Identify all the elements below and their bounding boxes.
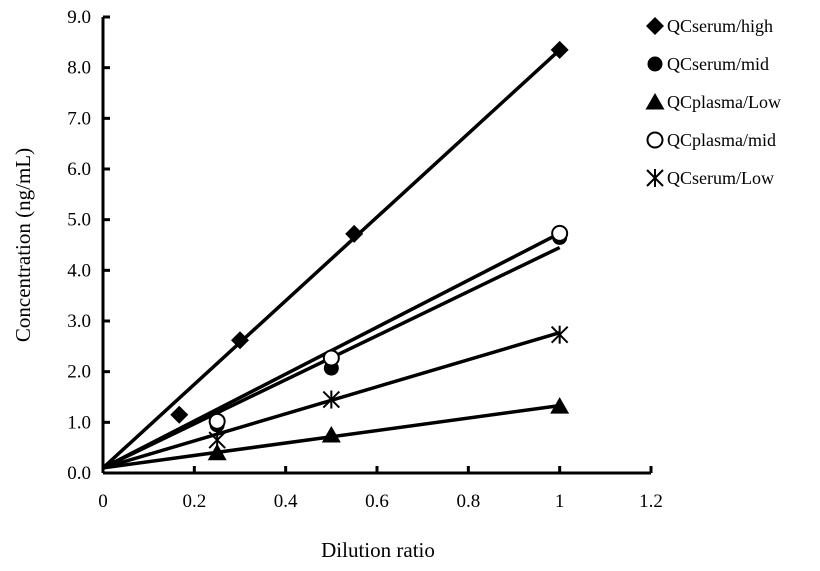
axes: 0.0 1.0 2.0 3.0 4.0 5.0 6.0 7.0 8.0 9.0 0 0.2 0.4 0.6… [67, 7, 663, 512]
point-series-4-1 [322, 390, 341, 409]
x-tick-label: 0.8 [456, 491, 480, 512]
point-series-0-3 [550, 40, 569, 59]
point-series-4-0 [208, 431, 226, 450]
y-tick-label: 0.0 [67, 463, 91, 484]
x-tick-label: 0.4 [274, 491, 298, 512]
y-tick-label: 3.0 [67, 311, 91, 332]
y-tick-label: 2.0 [67, 362, 91, 383]
point-series-3-0 [208, 412, 226, 430]
legend-item-0: QCserum/high [646, 16, 773, 36]
data-markers [170, 40, 570, 461]
x-axis-title: Dilution ratio [321, 538, 435, 562]
point-series-3-2 [551, 224, 569, 242]
point-series-2-1 [321, 426, 341, 443]
legend-label-1: QCserum/mid [667, 54, 769, 74]
y-axis-title: Concentration (ng/mL) [11, 148, 35, 342]
y-tick-label: 6.0 [67, 159, 91, 180]
x-tick-label: 0.6 [365, 491, 389, 512]
point-series-0-1 [231, 331, 249, 350]
x-tick-label: 1.2 [639, 491, 663, 512]
point-series-3-1 [322, 349, 340, 367]
y-tick-label: 5.0 [67, 210, 91, 231]
y-tick-label: 4.0 [67, 260, 91, 281]
legend-item-1: QCserum/mid [647, 54, 769, 74]
y-tick-label: 9.0 [67, 7, 91, 28]
legend: QCserum/high QCserum/mid QCplasma/Low QCpla… [645, 16, 781, 188]
y-tick-label: 1.0 [67, 412, 91, 433]
y-tick-label: 8.0 [67, 58, 91, 79]
legend-item-4: QCserum/Low [646, 168, 774, 188]
legend-item-2: QCplasma/Low [645, 92, 781, 112]
y-tick-label: 7.0 [67, 108, 91, 129]
legend-marker-2 [645, 93, 665, 110]
legend-marker-1 [647, 56, 663, 72]
point-series-0-0 [170, 405, 189, 424]
legend-marker-0 [646, 17, 664, 35]
legend-item-3: QCplasma/mid [646, 130, 776, 150]
legend-label-3: QCplasma/mid [667, 130, 776, 150]
legend-marker-4 [646, 169, 664, 187]
legend-label-4: QCserum/Low [667, 168, 774, 188]
point-series-2-0 [207, 443, 227, 461]
legend-label-2: QCplasma/Low [667, 92, 781, 112]
trendline-series-0 [101, 48, 561, 470]
point-series-4-2 [550, 325, 569, 344]
x-tick-label: 0.2 [182, 491, 206, 512]
legend-label-0: QCserum/high [667, 16, 773, 36]
x-tick-label: 1 [555, 491, 565, 512]
point-series-2-2 [550, 397, 570, 414]
legend-marker-3 [646, 131, 664, 149]
point-series-0-2 [345, 224, 364, 243]
x-tick-label: 0 [98, 491, 108, 512]
